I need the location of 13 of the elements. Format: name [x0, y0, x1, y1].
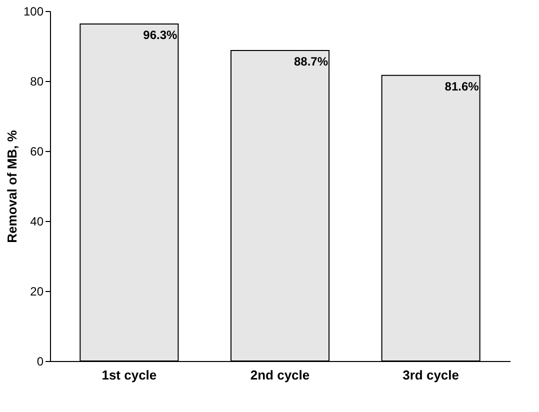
y-axis-title: Removal of MB, %: [4, 130, 20, 243]
y-tick-label: 0: [36, 354, 44, 368]
x-tick-label: 2nd cycle: [250, 368, 310, 382]
data-label: 81.6%: [444, 79, 480, 94]
y-tick-label: 60: [30, 144, 44, 158]
y-tick-label: 20: [30, 284, 44, 298]
x-tick-label: 3rd cycle: [402, 368, 460, 382]
y-tick-label: 80: [30, 74, 44, 88]
data-label: 88.7%: [294, 54, 328, 69]
x-tick-label: 1st cycle: [102, 368, 157, 382]
y-tick-label: 100: [23, 4, 44, 18]
data-label: 96.3%: [143, 28, 178, 42]
y-tick-label: 40: [30, 214, 44, 228]
